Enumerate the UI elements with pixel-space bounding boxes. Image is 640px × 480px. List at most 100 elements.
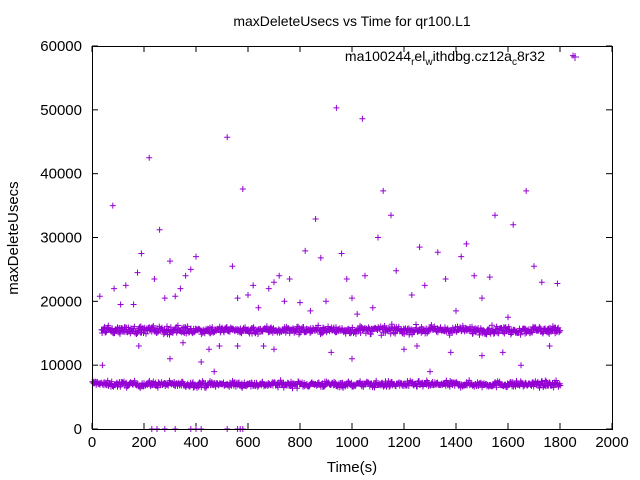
data-point xyxy=(255,304,262,311)
y-tick-label: 40000 xyxy=(40,166,82,183)
data-point xyxy=(216,343,223,349)
data-point xyxy=(300,324,307,331)
data-point xyxy=(333,104,340,111)
data-point xyxy=(135,343,142,349)
legend-series-label: ma100244relwithdbg.cz12ac8r32 xyxy=(345,48,545,68)
data-point xyxy=(380,187,387,194)
data-point xyxy=(302,247,309,254)
data-point xyxy=(208,379,215,386)
data-point xyxy=(489,322,495,329)
data-point xyxy=(234,295,241,302)
legend-label-part: el xyxy=(414,48,425,64)
data-point xyxy=(99,362,106,369)
data-point xyxy=(193,253,199,260)
data-point xyxy=(557,382,564,389)
data-point xyxy=(265,285,272,292)
y-tick-label: 50000 xyxy=(40,102,82,119)
x-axis-label: Time(s) xyxy=(327,459,377,476)
data-point xyxy=(369,304,376,311)
data-point xyxy=(476,331,483,338)
data-point xyxy=(130,301,137,308)
data-point xyxy=(150,322,157,329)
x-tick-label: 1200 xyxy=(387,434,420,451)
data-point xyxy=(393,267,400,274)
data-point xyxy=(480,327,487,334)
data-point xyxy=(167,324,174,331)
data-point xyxy=(536,323,543,330)
y-axis-label: maxDeleteUsecs xyxy=(5,181,22,294)
data-point xyxy=(109,202,116,209)
data-point xyxy=(161,295,168,302)
data-point xyxy=(229,263,236,270)
data-point xyxy=(343,276,350,282)
data-point xyxy=(557,327,564,334)
x-tick-label: 1800 xyxy=(543,434,576,451)
data-point xyxy=(401,346,407,353)
data-point xyxy=(362,272,368,279)
data-point xyxy=(399,330,406,337)
x-tick-label: 0 xyxy=(88,434,96,451)
data-point xyxy=(224,134,231,141)
y-tick-label: 60000 xyxy=(40,38,82,55)
data-point xyxy=(146,154,153,161)
data-point xyxy=(122,282,129,289)
x-tick-label: 200 xyxy=(131,434,156,451)
y-tick-label: 20000 xyxy=(40,293,82,310)
data-point xyxy=(485,326,492,333)
data-point xyxy=(239,186,246,192)
legend-label-part: ithdbg.cz12a xyxy=(433,48,513,64)
data-point xyxy=(483,331,490,338)
data-point xyxy=(368,331,374,337)
data-point xyxy=(529,329,536,336)
x-tick-label: 2000 xyxy=(595,434,628,451)
data-point xyxy=(492,212,498,219)
data-point xyxy=(263,323,270,330)
x-tick-label: 400 xyxy=(183,434,208,451)
data-point xyxy=(167,258,173,265)
data-point xyxy=(166,331,173,338)
data-point xyxy=(555,381,562,388)
data-point xyxy=(143,330,149,337)
data-point xyxy=(328,349,335,356)
data-point xyxy=(523,187,530,194)
data-point xyxy=(307,307,314,314)
data-point xyxy=(470,330,476,337)
data-point xyxy=(108,378,115,385)
data-point xyxy=(505,314,511,321)
data-point xyxy=(323,298,329,305)
data-point xyxy=(117,301,124,308)
data-point xyxy=(349,295,355,302)
data-point xyxy=(206,346,212,353)
data-point xyxy=(408,292,415,298)
data-point xyxy=(286,276,293,282)
data-point xyxy=(421,282,428,289)
data-point xyxy=(271,346,277,353)
data-point xyxy=(546,379,553,386)
data-points xyxy=(89,52,576,432)
data-point xyxy=(373,377,380,384)
data-point xyxy=(414,343,420,349)
data-point xyxy=(531,263,537,270)
data-point xyxy=(349,355,355,362)
data-point xyxy=(111,285,118,292)
data-point xyxy=(209,324,216,331)
data-point xyxy=(427,368,433,375)
data-point xyxy=(518,362,524,369)
data-point xyxy=(177,285,184,292)
data-point xyxy=(546,330,553,337)
data-point xyxy=(117,330,123,337)
data-point xyxy=(281,298,288,305)
data-point xyxy=(479,352,485,359)
data-point xyxy=(131,377,138,384)
data-point xyxy=(500,329,507,336)
data-point xyxy=(180,339,186,346)
data-point xyxy=(207,330,214,337)
data-point xyxy=(245,292,251,298)
data-point xyxy=(297,299,303,306)
data-point xyxy=(250,282,257,289)
data-point xyxy=(174,322,181,329)
data-point xyxy=(260,343,267,349)
data-point xyxy=(550,384,557,391)
legend-label-part: 8r32 xyxy=(517,48,545,64)
data-point xyxy=(138,250,145,257)
